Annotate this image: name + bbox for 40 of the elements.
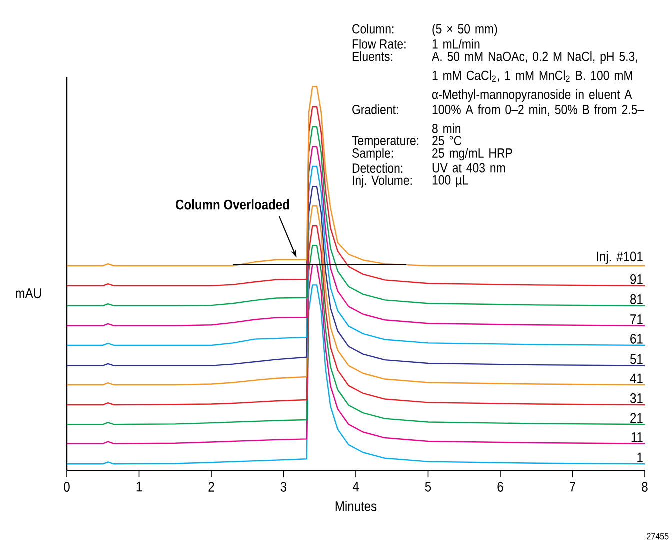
annotation: UV at 403 nm [432,163,506,173]
text: Flow Rate: [352,39,406,49]
series-label: 21 [630,413,643,423]
annotation: Inj. Volume: [353,175,412,188]
x-tick-label: 6 [498,482,504,492]
series-label: 51 [630,354,643,364]
text: 27455 [647,533,669,540]
text: Eluents: [352,52,392,62]
annotation: 100 µL [432,175,468,188]
x-tick-label: 1 [136,482,142,492]
annotation: A. 50 mM NaOAc, 0.2 M NaCl, pH 5.3, 1 mM CaCl$_{2}$, 1 mM MnCl$_{2}$ B. 100 mM α-Methyl-mannopyranoside in eluent A [432,52,638,102]
x-tick-label: 2 [208,482,214,492]
series-label: 31 [630,394,643,404]
series-label: 91 [630,274,643,284]
series-label: 41 [630,374,643,384]
x-tick-label: 7 [570,482,576,492]
annotation: Gradient: [352,104,398,114]
y-axis-title: mAU [16,288,42,298]
x-tick-label: 5 [425,482,432,492]
series-label: Inj. #101 [597,251,643,264]
text: (5 × 50 mm) [432,24,498,36]
annotation: 100% A from 0–2 min, 50% B from 2.5–8 min [432,104,644,134]
annotation: 25 mg/mL HRP [432,148,512,161]
x-tick-label: 3 [280,482,287,492]
annotation: Sample: [352,148,394,161]
x-tick-label: 4 [352,482,359,492]
x-tick-label: 0 [64,482,70,492]
annotation: Column Overloaded [176,199,290,210]
series-label: 71 [630,314,643,324]
series-label: 81 [630,294,643,304]
annotation: Detection: [352,163,403,174]
text: 1 mL/min [432,39,480,49]
x-tick-label: 8 [642,482,648,492]
annotation: Temperature: [352,136,419,148]
series-label: 11 [632,432,643,442]
annotation: 25 °C [432,136,462,146]
series-label: 1 [638,452,643,463]
x-axis-title: Minutes [336,501,377,512]
series-label: 61 [630,334,643,344]
text: Column: [352,24,394,34]
